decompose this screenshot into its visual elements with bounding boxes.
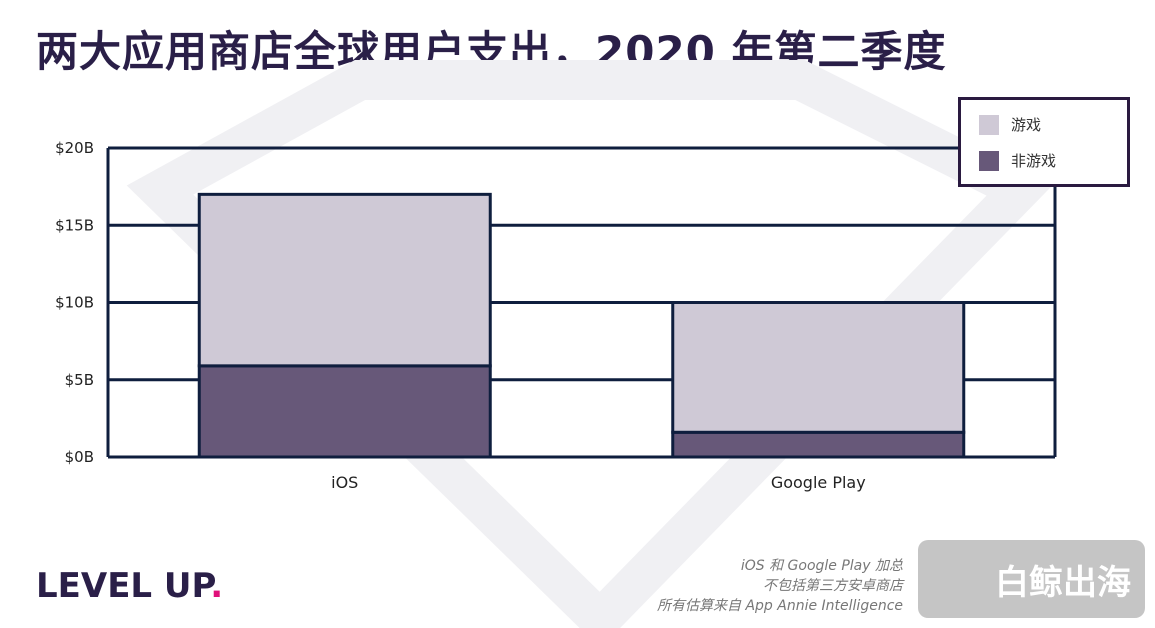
footnote: iOS 和 Google Play 加总	[740, 558, 903, 574]
logo-text: LEVEL UP	[36, 566, 211, 606]
watermark-text: 白鲸出海	[995, 562, 1131, 603]
legend-item-nongame: 非游戏	[979, 150, 1056, 171]
x-tick-label: iOS	[331, 473, 358, 492]
footnotes: iOS 和 Google Play 加总 不包括第三方安卓商店 所有估算来自 A…	[657, 556, 903, 616]
y-tick-label: $5B	[65, 371, 94, 389]
y-tick-label: $20B	[55, 139, 94, 157]
x-tick-label: Google Play	[771, 473, 866, 492]
watermark: 白鲸出海	[918, 540, 1145, 618]
bar-google-play	[671, 301, 966, 434]
legend-label: 游戏	[1011, 116, 1042, 134]
y-tick-label: $15B	[55, 216, 94, 234]
footnote: 所有估算来自 App Annie Intelligence	[657, 598, 903, 614]
y-tick-label: $0B	[65, 448, 94, 466]
logo: LEVEL UP.	[36, 566, 223, 606]
legend-label: 非游戏	[1011, 152, 1057, 170]
logo-dot: .	[210, 566, 224, 606]
legend: 游戏 非游戏	[958, 97, 1130, 187]
bar-google-play	[671, 430, 966, 459]
legend-swatch	[979, 114, 999, 135]
bar-ios	[197, 192, 492, 368]
legend-item-game: 游戏	[979, 114, 1041, 135]
legend-swatch	[979, 150, 999, 171]
background-diamond	[126, 60, 1054, 628]
y-tick-label: $10B	[55, 294, 94, 312]
footnote: 不包括第三方安卓商店	[763, 578, 903, 594]
bar-ios	[197, 364, 492, 459]
